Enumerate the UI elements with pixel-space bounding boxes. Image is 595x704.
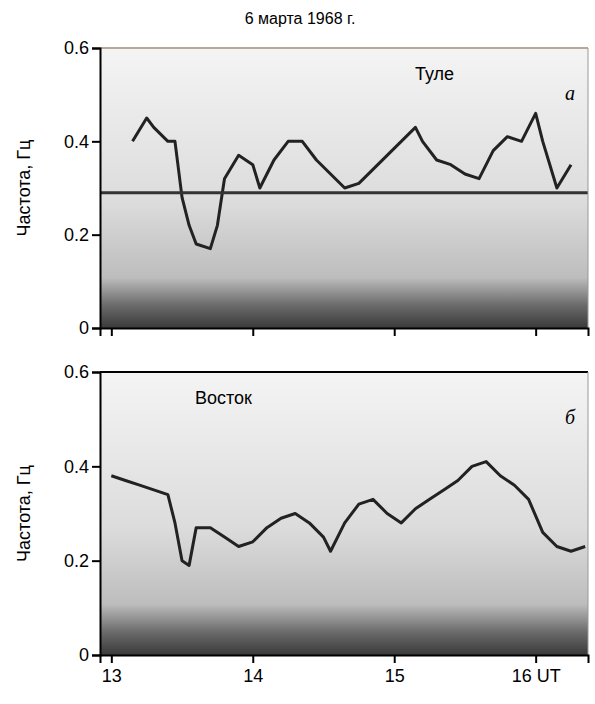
y-axis-line [92, 373, 101, 656]
x-tick: 13 [102, 655, 122, 686]
y-tick-label: 0.2 [64, 225, 89, 245]
x-tick [111, 328, 112, 336]
x-axis: 13 14 15 16 UT [101, 655, 589, 686]
y-axis: 0 0.2 0.4 0.6 [64, 38, 101, 338]
y-tick: 0.6 [64, 362, 100, 382]
x-tick-mark [111, 655, 113, 663]
x-axis-line [101, 329, 589, 337]
y-tick: 0.4 [64, 132, 100, 152]
frame-top [100, 371, 588, 373]
y-tick-label: 0.2 [64, 551, 89, 571]
y-tick: 0 [79, 318, 100, 338]
y-tick-mark [92, 372, 100, 374]
panel-letter: а [565, 82, 575, 104]
frame-right [588, 48, 589, 328]
x-tick-mark [111, 328, 113, 336]
station-name: Восток [195, 388, 252, 408]
figure-title: 6 марта 1968 г. [245, 10, 356, 27]
x-tick-mark [535, 328, 537, 336]
x-tick [394, 328, 395, 336]
y-tick-label: 0.4 [64, 132, 89, 152]
panel: 13 14 15 16 UT 0 0.2 0.4 0.6 Частота, Гц Восток б [14, 362, 589, 686]
marks [100, 113, 588, 248]
x-tick-mark [252, 655, 254, 663]
panel-letter: б [565, 406, 576, 428]
x-tick-mark [535, 655, 537, 663]
y-tick: 0.2 [64, 551, 100, 571]
y-tick-mark [92, 560, 100, 562]
y-axis-title: Частота, Гц [14, 140, 34, 237]
y-tick-mark [92, 328, 100, 330]
x-tick-mark [394, 655, 396, 663]
y-tick-mark [92, 234, 100, 236]
y-tick: 0.6 [64, 38, 100, 58]
x-tick-label: 14 [243, 666, 263, 686]
y-tick-mark [92, 655, 100, 657]
y-tick-label: 0 [79, 318, 89, 338]
y-tick: 0.4 [64, 457, 100, 477]
y-tick-mark [92, 141, 100, 143]
plot-background [100, 48, 588, 328]
y-tick-label: 0.6 [64, 362, 89, 382]
x-tick [536, 328, 537, 336]
y-tick: 0.2 [64, 225, 100, 245]
x-tick: 15 [385, 655, 405, 686]
plot-background [100, 372, 588, 655]
x-axis-line [101, 656, 589, 664]
y-axis: 0 0.2 0.4 0.6 [64, 362, 101, 665]
station-name: Туле [415, 64, 454, 84]
y-tick-label: 0 [79, 645, 89, 665]
x-tick: 14 [243, 655, 263, 686]
y-tick: 0 [79, 645, 100, 665]
x-tick-label: 13 [102, 666, 122, 686]
x-tick-mark [252, 328, 254, 336]
x-tick: 16 UT [512, 655, 561, 686]
panel: 0 0.2 0.4 0.6 Частота, Гц Туле а [14, 38, 589, 338]
figure: 6 марта 1968 г. 0 0.2 0.4 0.6 Частота, Гц Туле… [0, 0, 595, 704]
y-tick-label: 0.6 [64, 38, 89, 58]
frequency-track [111, 462, 585, 566]
marks [111, 462, 585, 566]
x-axis [101, 328, 589, 336]
x-tick-label: 16 UT [512, 666, 561, 686]
x-tick-mark [394, 328, 396, 336]
y-axis-title: Частота, Гц [14, 465, 34, 562]
frame-right [588, 372, 589, 655]
frequency-track [133, 113, 571, 248]
x-tick-label: 15 [385, 666, 405, 686]
frequency-track [100, 191, 588, 194]
y-axis-line [92, 49, 101, 329]
x-tick [253, 328, 254, 336]
y-tick-mark [92, 48, 100, 50]
y-tick-mark [92, 466, 100, 468]
y-tick-label: 0.4 [64, 457, 89, 477]
frame-top [100, 47, 588, 49]
